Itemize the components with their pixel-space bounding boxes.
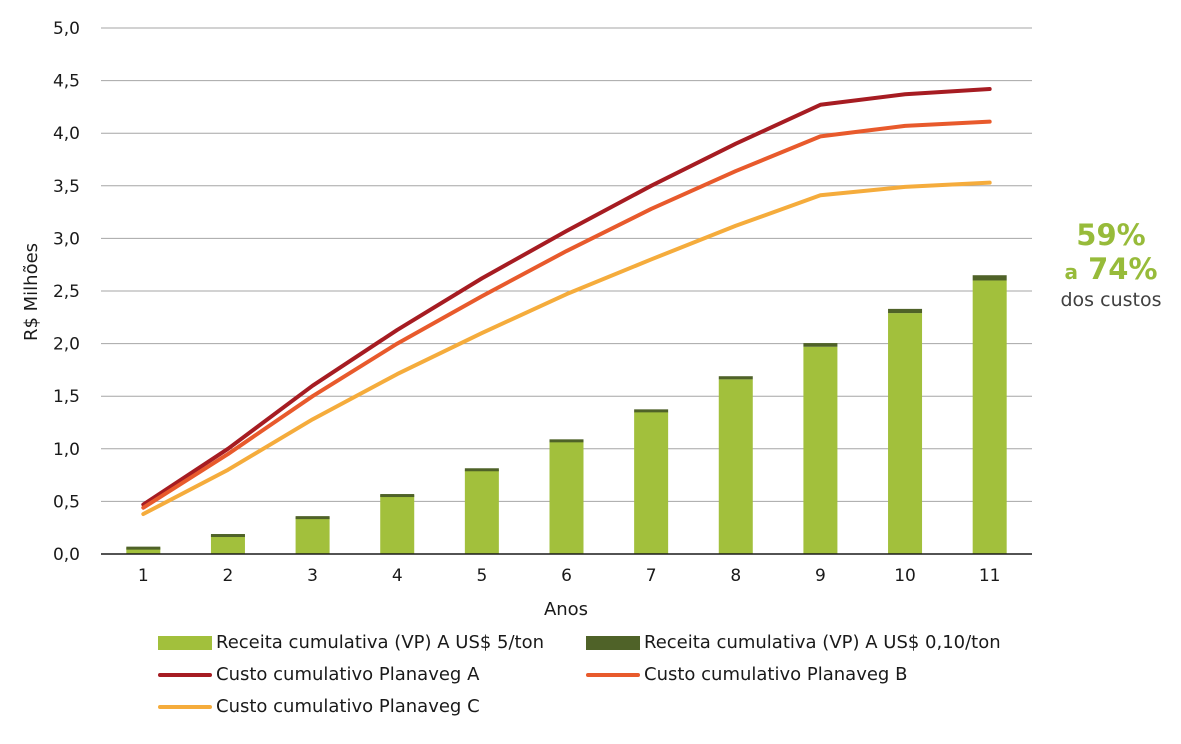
- bar-receita-5: [126, 547, 161, 554]
- bar-receita-5: [718, 379, 753, 554]
- y-tick-label: 2,0: [53, 335, 80, 355]
- bar-receita-010: [634, 409, 669, 413]
- bar-receita-010: [718, 376, 753, 380]
- callout-percent-low: 59%: [1076, 218, 1146, 252]
- callout-percent-high: 74%: [1088, 252, 1158, 286]
- bars: [126, 275, 1007, 554]
- bar-receita-5: [464, 469, 499, 554]
- cost-lines: [141, 87, 992, 517]
- callout-prefix: a: [1064, 260, 1078, 284]
- x-tick-labels: 1 2 3 4 5 6 7 8 9 10 11: [138, 566, 1001, 586]
- legend-label: Custo cumulativo Planaveg C: [216, 696, 480, 717]
- x-tick-label: 6: [561, 566, 572, 586]
- y-tick-label: 0,5: [53, 492, 80, 512]
- legend-swatch-receita-010: [586, 635, 640, 650]
- bar-receita-010: [380, 494, 415, 498]
- y-tick-label: 4,0: [53, 124, 80, 144]
- legend-swatch-custo-a: [158, 672, 212, 677]
- legend-label: Receita cumulativa (VP) A US$ 0,10/ton: [644, 632, 1001, 653]
- x-tick-label: 8: [730, 566, 741, 586]
- bar-receita-010: [888, 308, 923, 314]
- x-axis-title: Anos: [544, 599, 588, 620]
- bar-receita-010: [803, 343, 838, 347]
- bar-receita-010: [126, 546, 161, 550]
- legend-item-custo-b: Custo cumulativo Planaveg B: [586, 664, 907, 685]
- x-tick-label: 4: [392, 566, 403, 586]
- x-tick-label: 3: [307, 566, 318, 586]
- chart: 0,0 0,5 1,0 1,5 2,0 2,5 3,0 3,5 4,0 4,5 5,0 1 2 3 4 5 6…: [21, 19, 1032, 620]
- y-tick-label: 1,0: [53, 440, 80, 460]
- legend-item-custo-a: Custo cumulativo Planaveg A: [158, 664, 479, 685]
- x-tick-label: 5: [476, 566, 487, 586]
- y-tick-label: 1,5: [53, 387, 80, 407]
- x-tick-label: 11: [979, 566, 1001, 586]
- y-tick-label: 5,0: [53, 19, 80, 39]
- callout-note: dos custos: [1060, 289, 1162, 311]
- y-tick-label: 4,5: [53, 72, 80, 92]
- x-tick-label: 7: [646, 566, 657, 586]
- legend-label: Receita cumulativa (VP) A US$ 5/ton: [216, 632, 545, 653]
- gridlines: [101, 27, 1032, 502]
- percentage-callout: 59% a 74% dos custos: [1056, 218, 1166, 311]
- y-tick-label: 2,5: [53, 282, 80, 302]
- legend-label: Custo cumulativo Planaveg A: [216, 664, 480, 685]
- bar-receita-5: [549, 441, 584, 554]
- legend: Receita cumulativa (VP) A US$ 5/ton Rece…: [158, 632, 1058, 732]
- x-tick-label: 1: [138, 566, 149, 586]
- line-custo-a: [141, 87, 992, 507]
- y-tick-label: 3,0: [53, 229, 80, 249]
- y-tick-label: 0,0: [53, 545, 80, 565]
- x-tick-label: 10: [894, 566, 916, 586]
- legend-item-receita-5: Receita cumulativa (VP) A US$ 5/ton: [158, 632, 544, 653]
- bar-receita-5: [634, 411, 669, 554]
- bar-receita-5: [803, 346, 838, 554]
- legend-swatch-receita-5: [158, 635, 212, 650]
- legend-item-custo-c: Custo cumulativo Planaveg C: [158, 696, 480, 717]
- legend-swatch-custo-b: [586, 672, 640, 677]
- bar-receita-010: [549, 439, 584, 443]
- line-custo-b: [141, 119, 992, 510]
- bar-receita-010: [295, 516, 330, 520]
- x-tick-label: 9: [815, 566, 826, 586]
- line-custo-c: [141, 180, 992, 517]
- bar-receita-010: [464, 468, 499, 472]
- bar-receita-5: [380, 495, 415, 554]
- callout-percent-high-row: a 74%: [1056, 252, 1166, 289]
- y-axis-title: R$ Milhões: [21, 243, 42, 341]
- y-tick-labels: 0,0 0,5 1,0 1,5 2,0 2,5 3,0 3,5 4,0 4,5 5,0: [53, 19, 80, 565]
- y-tick-label: 3,5: [53, 177, 80, 197]
- bar-receita-010: [972, 275, 1007, 281]
- bar-receita-010: [210, 534, 245, 538]
- legend-item-receita-010: Receita cumulativa (VP) A US$ 0,10/ton: [586, 632, 1001, 653]
- legend-swatch-custo-c: [158, 704, 212, 709]
- bar-receita-5: [972, 280, 1007, 554]
- x-tick-label: 2: [223, 566, 234, 586]
- bar-receita-5: [210, 535, 245, 554]
- bar-receita-5: [888, 313, 923, 554]
- bar-receita-5: [295, 517, 330, 554]
- legend-label: Custo cumulativo Planaveg B: [644, 664, 908, 685]
